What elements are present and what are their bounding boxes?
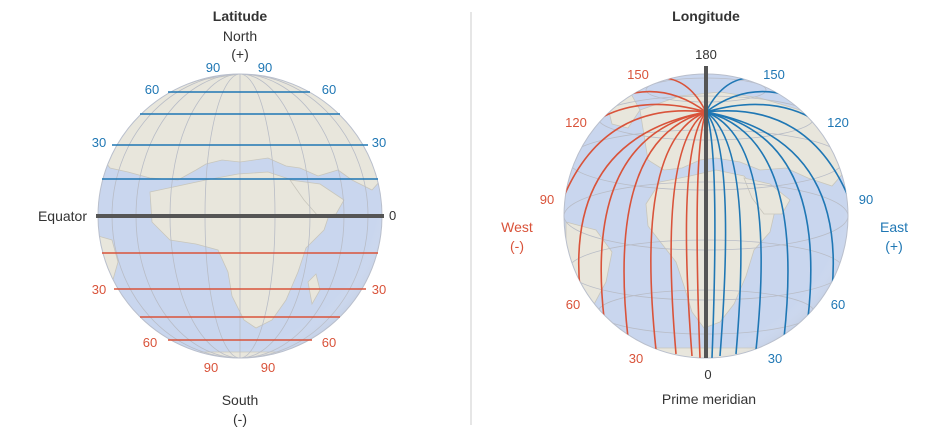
north-parallels [102, 91, 378, 180]
latitude-title: Latitude [213, 8, 268, 24]
west-label: West [501, 219, 533, 235]
west-meridians [564, 77, 707, 358]
west-120: 120 [565, 115, 587, 130]
east-150: 150 [763, 67, 785, 82]
north-90-left: 90 [206, 60, 220, 75]
west-150: 150 [627, 67, 649, 82]
south-90-right: 90 [261, 360, 275, 375]
west-meridian [600, 111, 707, 319]
west-meridian [564, 110, 707, 207]
east-meridian [705, 111, 742, 355]
north-60-right: 60 [322, 82, 336, 97]
north-90-right: 90 [258, 60, 272, 75]
east-meridian [705, 111, 727, 357]
east-meridian [705, 111, 716, 358]
east-meridian [705, 110, 848, 207]
south-sign: (-) [233, 411, 247, 427]
west-meridian [578, 111, 707, 291]
west-30: 30 [629, 351, 643, 366]
longitude-180: 180 [695, 47, 717, 62]
west-meridian [650, 111, 707, 351]
east-60: 60 [831, 297, 845, 312]
prime-meridian-label: Prime meridian [662, 391, 756, 407]
east-sign: (+) [885, 238, 903, 254]
west-90: 90 [540, 192, 554, 207]
longitude-globe [563, 66, 849, 359]
east-90: 90 [859, 192, 873, 207]
east-30: 30 [768, 351, 782, 366]
south-label: South [222, 392, 259, 408]
longitude-title: Longitude [672, 8, 740, 24]
south-parallels [102, 252, 378, 341]
equator-value: 0 [389, 208, 396, 223]
south-60-right: 60 [322, 335, 336, 350]
west-meridian [623, 111, 707, 339]
east-meridian [705, 111, 812, 319]
south-30-right: 30 [372, 282, 386, 297]
west-sign: (-) [510, 238, 524, 254]
longitude-0: 0 [704, 367, 711, 382]
south-30-left: 30 [92, 282, 106, 297]
north-60-left: 60 [145, 82, 159, 97]
east-label: East [880, 219, 908, 235]
north-30-right: 30 [372, 135, 386, 150]
west-meridian [670, 111, 707, 355]
south-90-left: 90 [204, 360, 218, 375]
west-meridian [696, 111, 707, 358]
north-30-left: 30 [92, 135, 106, 150]
south-60-left: 60 [143, 335, 157, 350]
east-meridian [705, 111, 834, 291]
equator-label: Equator [38, 208, 87, 224]
north-label: North [223, 28, 257, 44]
east-meridian [705, 111, 789, 339]
west-meridian [685, 111, 707, 357]
latitude-globe [96, 73, 384, 359]
east-meridian [705, 111, 762, 351]
north-sign: (+) [231, 46, 249, 62]
west-60: 60 [566, 297, 580, 312]
east-120: 120 [827, 115, 849, 130]
